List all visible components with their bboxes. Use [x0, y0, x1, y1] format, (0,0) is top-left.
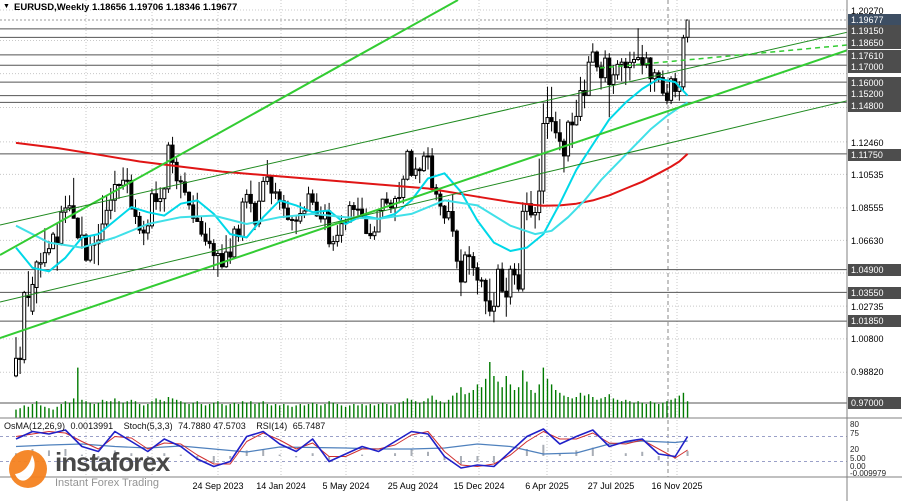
svg-text:27 Jul 2025: 27 Jul 2025	[588, 481, 635, 491]
svg-text:1.16000: 1.16000	[851, 78, 884, 88]
indicator-panel[interactable]	[0, 428, 847, 469]
logo-tagline: Instant Forex Trading	[55, 477, 159, 489]
panel-separators	[0, 417, 902, 478]
vertical-gridlines	[85, 0, 678, 477]
instaforex-logo-icon	[9, 450, 47, 488]
instaforex-logo: instaforex Instant Forex Trading	[8, 447, 170, 489]
svg-text:1.15200: 1.15200	[851, 89, 884, 99]
svg-text:1.12460: 1.12460	[851, 138, 884, 148]
osma-label: OsMA(12,26,9)	[4, 421, 66, 431]
svg-text:1.10535: 1.10535	[851, 170, 884, 180]
svg-text:1.20270: 1.20270	[851, 6, 884, 16]
svg-text:1.17000: 1.17000	[851, 62, 884, 72]
osma-value: 0.0013991	[70, 421, 114, 431]
svg-text:6 Apr 2025: 6 Apr 2025	[525, 481, 569, 491]
svg-text:1.03550: 1.03550	[851, 288, 884, 298]
support-resistance-lines[interactable]	[0, 28, 847, 404]
svg-text:80: 80	[850, 420, 859, 429]
svg-text:1.14800: 1.14800	[851, 101, 884, 111]
svg-text:5 May 2024: 5 May 2024	[322, 481, 369, 491]
svg-text:20: 20	[850, 445, 859, 454]
svg-text:1.17610: 1.17610	[851, 51, 884, 61]
svg-text:1.18650: 1.18650	[851, 38, 884, 48]
channel-top-thin	[0, 19, 902, 226]
svg-text:0.00: 0.00	[850, 462, 866, 471]
svg-text:1.06630: 1.06630	[851, 236, 884, 246]
trendline-main-support	[0, 31, 902, 339]
moving-averages	[15, 77, 689, 273]
stoch-values: 74.7880 47.5703	[178, 421, 246, 431]
svg-text:1.02735: 1.02735	[851, 302, 884, 312]
svg-text:15 Dec 2024: 15 Dec 2024	[453, 481, 504, 491]
logo-wordmark: instaforex	[55, 447, 170, 477]
trendlines[interactable]	[0, 0, 902, 339]
rsi-value: 65.7487	[292, 421, 326, 431]
svg-text:1.08555: 1.08555	[851, 203, 884, 213]
svg-text:5.00: 5.00	[850, 454, 866, 463]
ma-cyan-fast	[15, 77, 689, 273]
window-marker-icon: ▼	[3, 3, 10, 10]
svg-text:-0.009979: -0.009979	[850, 469, 887, 478]
svg-text:0.97000: 0.97000	[851, 398, 884, 408]
horizontal-gridlines	[0, 9, 847, 373]
svg-text:1.19150: 1.19150	[851, 26, 884, 36]
chart-title-ohlc: EURUSD,Weekly 1.18656 1.19706 1.18346 1.…	[14, 2, 238, 13]
svg-text:25 Aug 2024: 25 Aug 2024	[388, 481, 439, 491]
indicator-labels: OsMA(12,26,9) 0.0013991 Stoch(5,3,3) 74.…	[4, 421, 333, 431]
svg-text:16 Nov 2025: 16 Nov 2025	[651, 481, 702, 491]
svg-text:75: 75	[850, 429, 859, 438]
svg-text:1.11750: 1.11750	[851, 150, 883, 160]
svg-text:24 Sep 2023: 24 Sep 2023	[192, 481, 243, 491]
stoch-label: Stoch(5,3,3)	[123, 421, 173, 431]
svg-text:14 Jan 2024: 14 Jan 2024	[256, 481, 306, 491]
date-axis[interactable]: 24 Sep 2023 14 Jan 2024 5 May 2024 25 Aug 2…	[192, 481, 702, 491]
svg-text:1.19677: 1.19677	[851, 15, 884, 25]
ma-cyan-slow	[15, 101, 689, 249]
channel-bottom-thin	[0, 87, 902, 303]
svg-text:1.00800: 1.00800	[851, 334, 884, 344]
svg-text:0.98820: 0.98820	[851, 367, 884, 377]
trendline-upper-steep	[0, 0, 459, 256]
volume-histogram	[15, 362, 689, 418]
rsi-label: RSI(14)	[256, 421, 288, 431]
svg-text:1.01850: 1.01850	[851, 316, 884, 326]
svg-text:1.04900: 1.04900	[851, 265, 884, 275]
ma-red	[15, 141, 689, 207]
